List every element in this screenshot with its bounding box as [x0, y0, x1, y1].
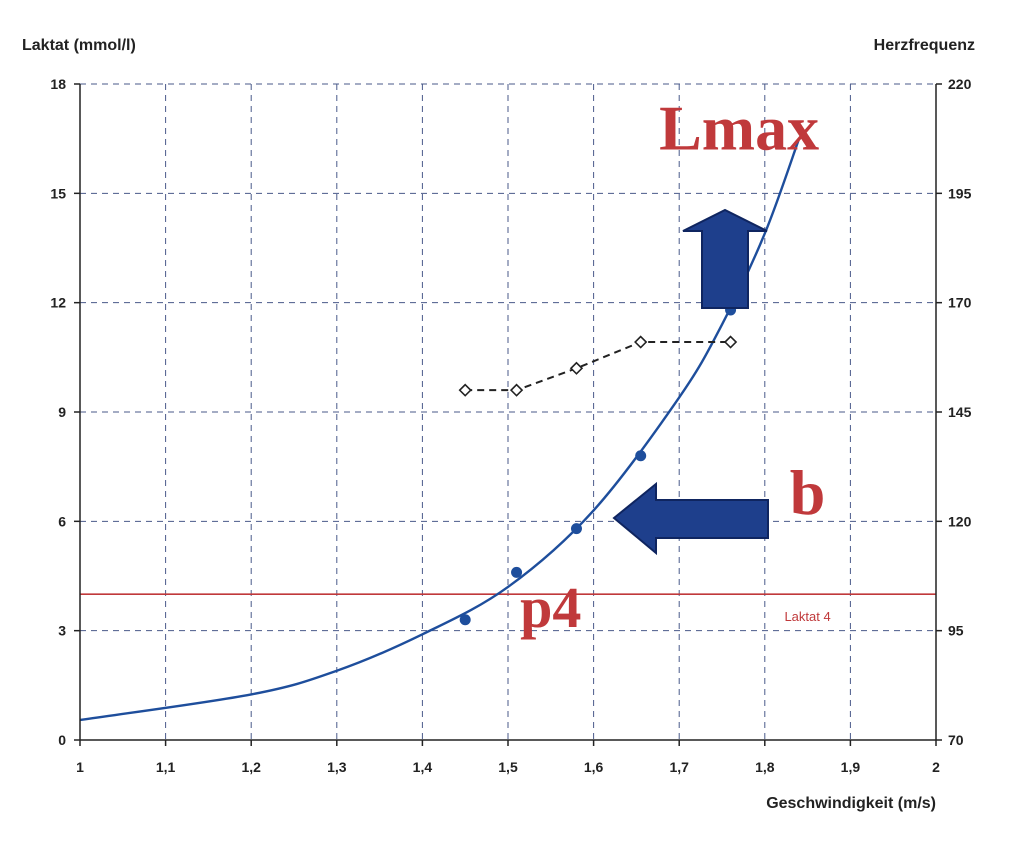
heart-rate-line — [465, 341, 731, 392]
heart-rate-point — [634, 335, 648, 349]
x-axis-title: Geschwindigkeit (m/s) — [766, 795, 936, 812]
x-tick-label: 1,7 — [669, 759, 689, 775]
threshold-label: Laktat 4 — [784, 609, 830, 624]
y-left-tick-label: 12 — [50, 295, 66, 311]
x-tick-label: 1,1 — [156, 759, 176, 775]
heart-rate-point — [509, 383, 524, 397]
heart-rate-point — [458, 383, 472, 397]
heart-rate-point — [723, 335, 738, 349]
y-left-tick-label: 3 — [58, 623, 66, 639]
y-left-tick-label: 15 — [50, 185, 66, 201]
x-tick-label: 1,3 — [327, 759, 347, 775]
annotation-p4: p4 — [520, 575, 581, 640]
y-right-tick-label: 145 — [948, 404, 972, 420]
y-right-axis-title: Herzfrequenz — [874, 37, 975, 54]
y-left-tick-label: 18 — [50, 76, 66, 92]
x-tick-label: 1,5 — [498, 759, 518, 775]
x-tick-label: 1,9 — [841, 759, 861, 775]
heart-rate-point — [569, 361, 584, 375]
x-tick-label: 1,8 — [755, 759, 775, 775]
y-right-tick-label: 220 — [948, 76, 972, 92]
lactate-point — [459, 614, 471, 626]
x-tick-label: 1,6 — [584, 759, 604, 775]
gridlines — [80, 83, 936, 740]
y-left-axis-title: Laktat (mmol/l) — [22, 37, 136, 54]
annotation-layer: Lmax b p4 — [520, 93, 825, 640]
y-left-tick-label: 9 — [58, 404, 66, 420]
y-right-tick-label: 195 — [948, 185, 972, 201]
up-arrow-icon — [682, 208, 768, 309]
y-right-tick-label: 95 — [948, 623, 964, 639]
threshold-layer: Laktat 4 — [80, 593, 936, 624]
left-arrow-icon — [612, 481, 769, 556]
y-left-tick-label: 0 — [58, 732, 66, 748]
arrow-layer — [612, 208, 769, 556]
y-right-tick-label: 120 — [948, 513, 972, 529]
x-tick-label: 1,2 — [241, 759, 261, 775]
annotation-lmax: Lmax — [659, 93, 819, 164]
lactate-point — [511, 566, 523, 578]
x-tick-label: 1 — [76, 759, 84, 775]
y-right-tick-label: 70 — [948, 732, 964, 748]
x-tick-label: 1,4 — [413, 759, 433, 775]
annotation-b: b — [790, 457, 826, 528]
x-tick-label: 2 — [932, 759, 940, 775]
axes: 1 1,1 1,2 1,3 1,4 1,5 1,6 1,7 1,8 1,9 2 0 70 3 95 6 120 9… — [50, 76, 971, 775]
lactate-point — [570, 523, 582, 535]
y-left-tick-label: 6 — [58, 513, 66, 529]
lactate-point — [635, 450, 647, 462]
y-right-tick-label: 170 — [948, 295, 972, 311]
